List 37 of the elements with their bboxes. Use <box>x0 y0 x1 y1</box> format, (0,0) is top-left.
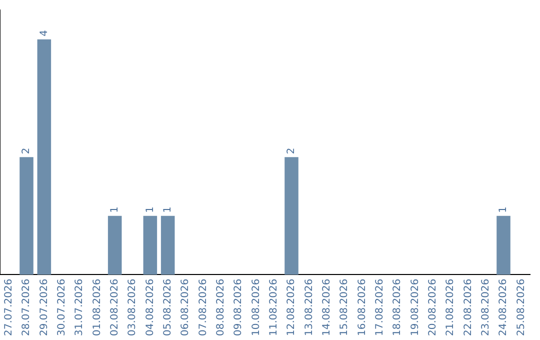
x-tick-label: 15.08.2026 <box>339 278 350 336</box>
x-tick-label: 28.07.2026 <box>21 278 32 336</box>
x-tick-label: 13.08.2026 <box>304 278 315 336</box>
x-tick-label: 12.08.2026 <box>286 278 298 336</box>
x-tick-label: 22.08.2026 <box>462 278 474 336</box>
x-tick-label: 31.07.2026 <box>74 278 86 336</box>
data-label: 1 <box>144 206 156 213</box>
x-tick-label: 10.08.2026 <box>250 278 262 336</box>
x-tick-label: 07.08.2026 <box>198 278 209 336</box>
x-tick-label: 29.07.2026 <box>38 278 50 336</box>
x-tick-label: 19.08.2026 <box>410 278 421 336</box>
x-tick-label: 21.08.2026 <box>445 278 456 336</box>
x-tick-label: 05.08.2026 <box>162 278 174 336</box>
x-tick-label: 17.08.2026 <box>374 278 386 336</box>
x-tick-label: 23.08.2026 <box>480 278 492 336</box>
x-tick-label: 16.08.2026 <box>356 278 368 336</box>
x-tick-label: 06.08.2026 <box>180 278 192 336</box>
x-tick-label: 18.08.2026 <box>392 278 404 336</box>
data-label: 4 <box>38 30 50 36</box>
x-tick-label: 24.08.2026 <box>498 278 510 336</box>
x-tick-label: 25.08.2026 <box>516 278 527 336</box>
x-tick-label: 08.08.2026 <box>215 278 226 336</box>
data-label: 1 <box>162 206 174 213</box>
x-tick-label: 14.08.2026 <box>321 278 332 336</box>
x-tick-label: 09.08.2026 <box>233 278 244 336</box>
x-tick-label: 03.08.2026 <box>127 278 138 336</box>
x-tick-label: 11.08.2026 <box>268 278 280 336</box>
x-tick-label: 04.08.2026 <box>144 278 156 336</box>
data-label: 2 <box>21 148 32 154</box>
x-tick-label: 30.07.2026 <box>56 278 68 336</box>
x-tick-label: 27.07.2026 <box>3 278 14 336</box>
x-tick-label: 20.08.2026 <box>427 278 438 336</box>
x-tick-label: 01.08.2026 <box>92 278 103 336</box>
data-label: 1 <box>498 206 510 213</box>
data-label: 1 <box>109 206 120 213</box>
data-label: 2 <box>286 148 298 154</box>
x-tick-label: 02.08.2026 <box>109 278 120 336</box>
